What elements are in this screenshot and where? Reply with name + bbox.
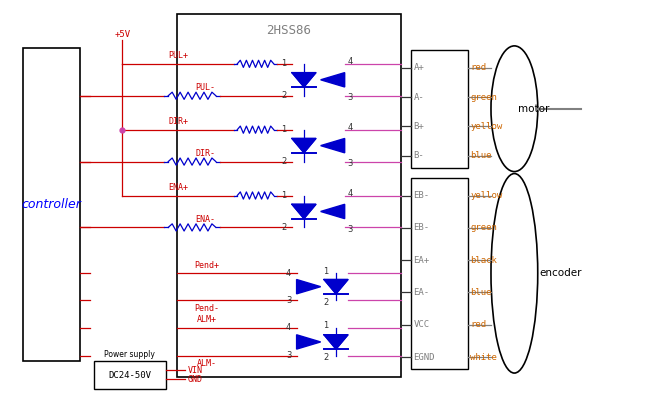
Text: motor: motor (518, 104, 549, 114)
Text: yellow: yellow (470, 191, 502, 200)
Text: green: green (470, 93, 497, 102)
Polygon shape (321, 138, 345, 153)
Polygon shape (292, 138, 316, 153)
Polygon shape (297, 335, 321, 349)
FancyBboxPatch shape (23, 48, 80, 361)
Text: yellow: yellow (470, 122, 502, 131)
FancyBboxPatch shape (411, 178, 468, 369)
Text: VCC: VCC (413, 320, 430, 329)
Polygon shape (324, 279, 348, 294)
Text: Power supply: Power supply (104, 350, 155, 359)
Polygon shape (297, 279, 321, 294)
Text: 4: 4 (286, 269, 291, 278)
Text: blue: blue (470, 151, 492, 160)
Text: 1: 1 (323, 267, 329, 276)
Text: 4: 4 (347, 123, 353, 132)
Text: 1: 1 (323, 322, 329, 330)
Text: encoder: encoder (540, 268, 582, 279)
Text: 4: 4 (286, 324, 291, 332)
Text: 4: 4 (347, 189, 353, 198)
Text: EA+: EA+ (413, 256, 430, 265)
Text: 1: 1 (281, 59, 287, 68)
Text: 1: 1 (281, 191, 287, 200)
Text: 2HSS86: 2HSS86 (267, 24, 311, 37)
Text: ENA-: ENA- (196, 215, 215, 224)
Text: EA-: EA- (413, 288, 430, 297)
Text: red: red (470, 320, 486, 329)
Text: +5V: +5V (114, 30, 130, 39)
Text: A-: A- (413, 93, 424, 102)
Text: B-: B- (413, 151, 424, 160)
Text: 2: 2 (323, 354, 329, 362)
Text: DIR-: DIR- (196, 149, 215, 158)
Text: ALM+: ALM+ (197, 315, 217, 324)
Text: white: white (470, 353, 497, 361)
Text: DIR+: DIR+ (168, 117, 188, 126)
FancyBboxPatch shape (177, 14, 401, 377)
Text: EGND: EGND (413, 353, 435, 361)
Text: DC24-50V: DC24-50V (108, 371, 151, 379)
Text: 3: 3 (286, 352, 291, 360)
Text: black: black (470, 256, 497, 265)
Text: 2: 2 (281, 157, 287, 166)
Text: VIN: VIN (188, 366, 202, 375)
Ellipse shape (491, 174, 538, 373)
FancyBboxPatch shape (411, 50, 468, 168)
Text: B+: B+ (413, 122, 424, 131)
Text: 3: 3 (347, 159, 353, 168)
Polygon shape (321, 204, 345, 219)
Text: A+: A+ (413, 63, 424, 72)
FancyBboxPatch shape (94, 361, 166, 389)
Text: controller: controller (22, 198, 81, 211)
Text: red: red (470, 63, 486, 72)
Text: 2: 2 (323, 298, 329, 306)
Text: 2: 2 (281, 223, 287, 232)
Text: blue: blue (470, 288, 492, 297)
Text: 3: 3 (347, 225, 353, 234)
Text: EB-: EB- (413, 191, 430, 200)
Text: 1: 1 (281, 125, 287, 134)
Text: 3: 3 (347, 93, 353, 102)
Polygon shape (292, 73, 316, 87)
Text: PUL-: PUL- (196, 83, 215, 92)
Text: green: green (470, 223, 497, 232)
Text: 3: 3 (286, 296, 291, 304)
Polygon shape (292, 204, 316, 219)
Text: ENA+: ENA+ (168, 183, 188, 192)
Text: PUL+: PUL+ (168, 51, 188, 60)
Text: Pend-: Pend- (194, 304, 220, 313)
Ellipse shape (491, 46, 538, 172)
Text: Pend+: Pend+ (194, 261, 220, 270)
Text: ALM-: ALM- (197, 359, 217, 369)
Polygon shape (324, 335, 348, 349)
Text: 2: 2 (281, 91, 287, 100)
Polygon shape (321, 73, 345, 87)
Text: GND: GND (188, 375, 202, 383)
Text: EB-: EB- (413, 223, 430, 232)
Text: 4: 4 (347, 57, 353, 66)
